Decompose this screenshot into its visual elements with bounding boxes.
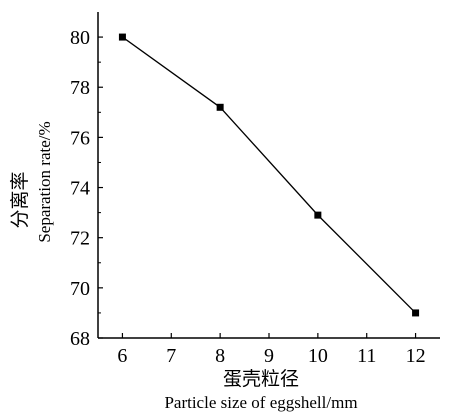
y-tick-label: 72 bbox=[70, 228, 90, 250]
y-tick-label: 76 bbox=[70, 127, 90, 149]
series bbox=[118, 33, 420, 317]
y-tick-label: 80 bbox=[70, 27, 90, 49]
x-tick-label: 7 bbox=[166, 345, 176, 367]
x-tick-label: 9 bbox=[264, 345, 274, 367]
y-tick-label: 68 bbox=[70, 328, 90, 350]
y-tick-label: 74 bbox=[70, 178, 90, 200]
x-tick-label: 8 bbox=[215, 345, 225, 367]
x-tick-label: 6 bbox=[117, 345, 127, 367]
y-tick-label: 78 bbox=[70, 77, 90, 99]
x-axis-title-en: Particle size of eggshell/mm bbox=[164, 393, 357, 412]
x-axis-title-cn: 蛋壳粒径 bbox=[223, 368, 299, 390]
ticks bbox=[98, 36, 417, 339]
x-tick-label: 12 bbox=[406, 345, 426, 367]
x-tick-label: 11 bbox=[357, 345, 376, 367]
y-axis-title-cn: 分离率 bbox=[9, 171, 31, 228]
axes bbox=[97, 12, 440, 339]
data-point bbox=[412, 309, 420, 317]
data-point bbox=[118, 33, 126, 41]
data-point bbox=[314, 211, 322, 219]
y-axis-title-en: Separation rate/% bbox=[35, 121, 54, 242]
x-tick-label: 10 bbox=[308, 345, 328, 367]
data-point bbox=[216, 103, 224, 111]
y-tick-label: 70 bbox=[70, 278, 90, 300]
series-line bbox=[122, 36, 417, 314]
